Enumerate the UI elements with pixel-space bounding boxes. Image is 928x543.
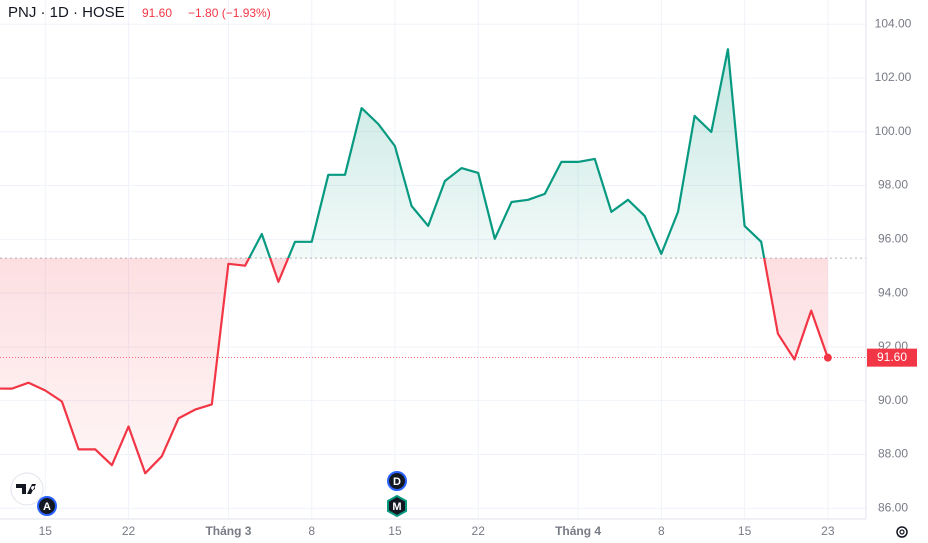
x-tick-label: Tháng 3	[205, 524, 251, 538]
event-marker	[387, 494, 407, 518]
event-label: A	[43, 501, 51, 513]
area	[0, 49, 828, 474]
last-price-label: 91.60	[877, 350, 907, 364]
y-tick-label: 88.00	[878, 447, 908, 461]
x-tick-label: 22	[122, 524, 136, 538]
y-tick-label: 102.00	[875, 70, 912, 84]
y-tick-label: 100.00	[875, 124, 912, 138]
event-marker	[387, 471, 407, 491]
y-tick-label: 94.00	[878, 285, 908, 299]
logo	[10, 472, 44, 506]
y-tick-label: 104.00	[875, 16, 912, 30]
x-tick-label: 22	[472, 524, 486, 538]
price-line	[0, 48, 829, 475]
price: 91.60	[142, 6, 172, 20]
x-tick-label: 8	[658, 524, 665, 538]
x-tick-label: Tháng 4	[555, 524, 601, 538]
x-tick-label: 23	[821, 524, 835, 538]
y-tick-label: 90.00	[878, 393, 908, 407]
x-tick-label: 15	[39, 524, 53, 538]
event-marker	[37, 496, 57, 516]
last-price-box	[867, 348, 917, 367]
x-tick-label: 8	[308, 524, 315, 538]
last-point	[823, 353, 832, 362]
event-label: D	[393, 476, 401, 488]
change: −1.80 (−1.93%)	[188, 6, 271, 20]
symbol: PNJ · 1D · HOSE	[8, 4, 125, 21]
y-tick-label: 96.00	[878, 232, 908, 246]
x-tick-label: 15	[388, 524, 402, 538]
y-tick-label: 98.00	[878, 178, 908, 192]
x-tick-label: 15	[738, 524, 752, 538]
y-tick-label: 86.00	[878, 500, 908, 514]
settings-icon[interactable]	[896, 526, 908, 538]
event-label: M	[392, 501, 401, 513]
